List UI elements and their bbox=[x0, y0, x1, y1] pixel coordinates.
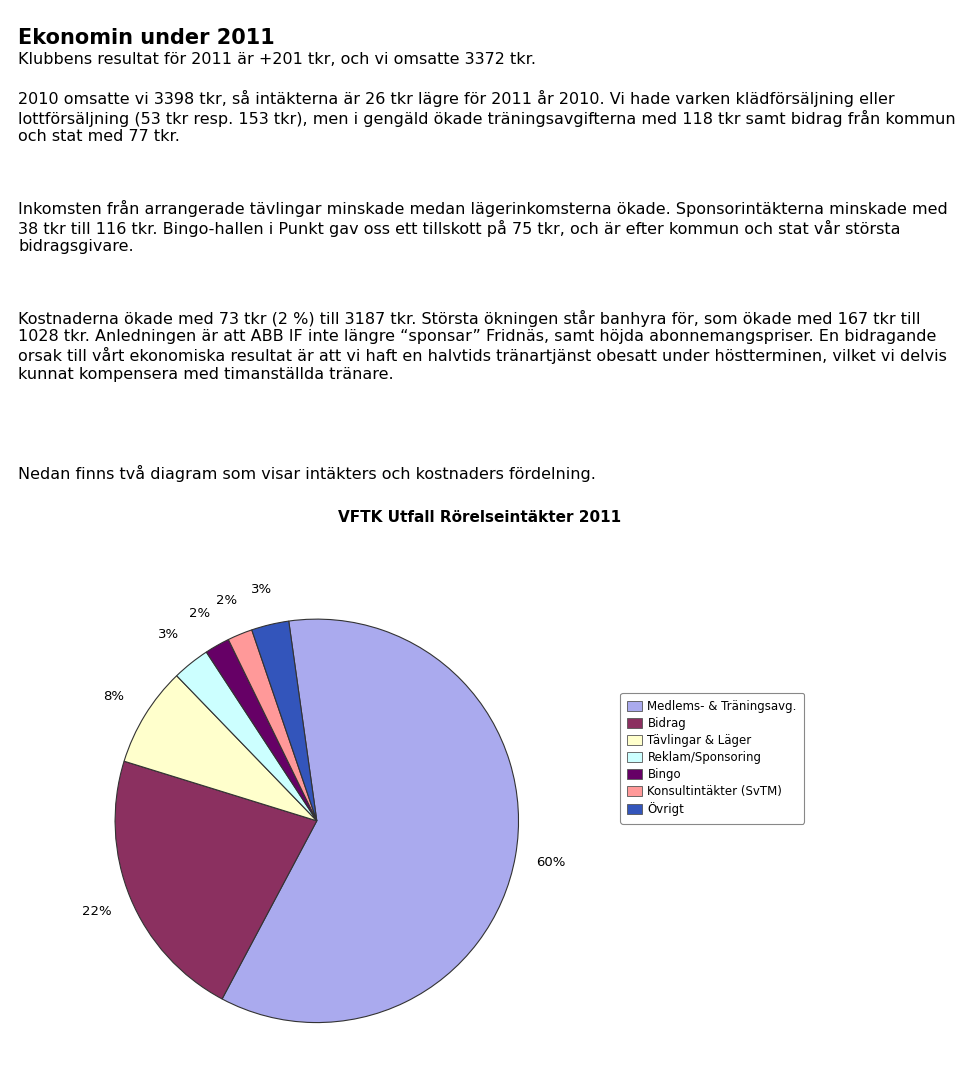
Wedge shape bbox=[206, 640, 317, 821]
Text: Klubbens resultat för 2011 är +201 tkr, och vi omsatte 3372 tkr.: Klubbens resultat för 2011 är +201 tkr, … bbox=[18, 52, 536, 67]
Text: 2010 omsatte vi 3398 tkr, så intäkterna är 26 tkr lägre för 2011 år 2010. Vi had: 2010 omsatte vi 3398 tkr, så intäkterna … bbox=[18, 90, 955, 144]
Text: Ekonomin under 2011: Ekonomin under 2011 bbox=[18, 28, 275, 48]
Text: 3%: 3% bbox=[157, 629, 179, 642]
Wedge shape bbox=[252, 621, 317, 821]
Wedge shape bbox=[124, 676, 317, 821]
Text: 2%: 2% bbox=[189, 607, 210, 620]
Text: 22%: 22% bbox=[82, 905, 111, 918]
Text: Kostnaderna ökade med 73 tkr (2 %) till 3187 tkr. Största ökningen står banhyra : Kostnaderna ökade med 73 tkr (2 %) till … bbox=[18, 310, 947, 382]
Wedge shape bbox=[177, 652, 317, 821]
Text: 2%: 2% bbox=[216, 594, 237, 607]
Text: 3%: 3% bbox=[252, 583, 273, 596]
Text: 8%: 8% bbox=[104, 690, 125, 703]
Wedge shape bbox=[228, 630, 317, 821]
Wedge shape bbox=[115, 761, 317, 999]
Text: Inkomsten från arrangerade tävlingar minskade medan lägerinkomsterna ökade. Spon: Inkomsten från arrangerade tävlingar min… bbox=[18, 200, 948, 254]
Wedge shape bbox=[222, 619, 518, 1023]
Text: 60%: 60% bbox=[537, 855, 565, 869]
Text: Nedan finns två diagram som visar intäkters och kostnaders fördelning.: Nedan finns två diagram som visar intäkt… bbox=[18, 465, 596, 482]
Text: VFTK Utfall Rörelseintäkter 2011: VFTK Utfall Rörelseintäkter 2011 bbox=[339, 510, 621, 525]
Legend: Medlems- & Träningsavg., Bidrag, Tävlingar & Läger, Reklam/Sponsoring, Bingo, Ko: Medlems- & Träningsavg., Bidrag, Tävling… bbox=[620, 693, 804, 824]
